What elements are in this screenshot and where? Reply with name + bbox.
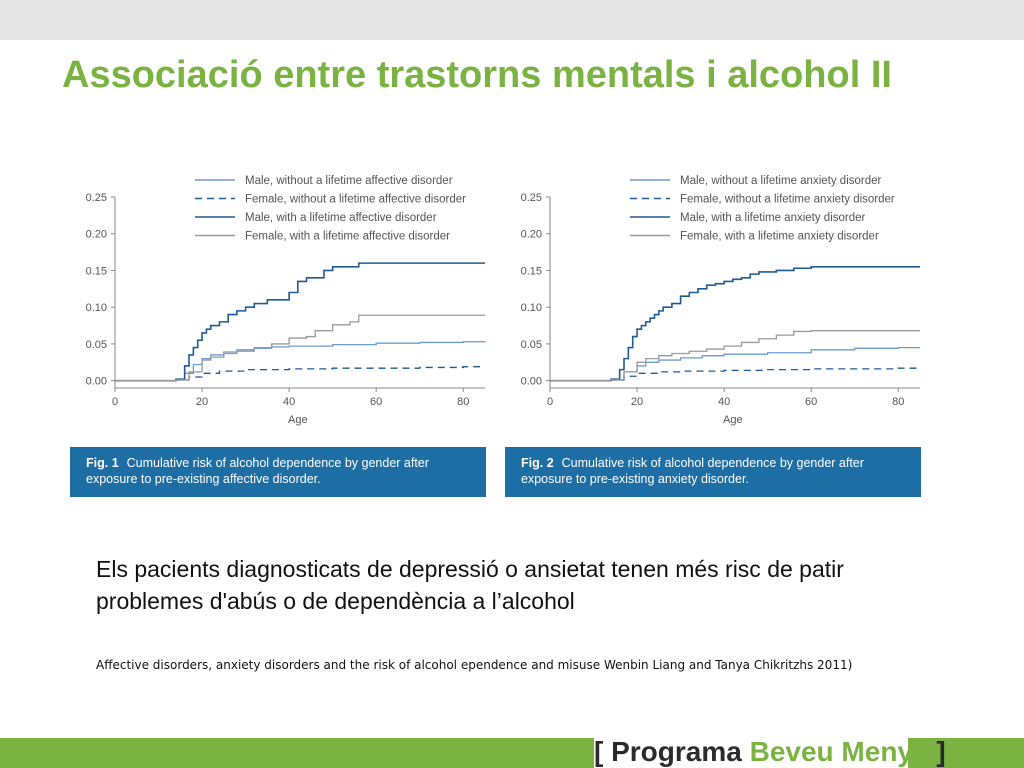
legend-label-1: Male, without a lifetime affective disor… bbox=[245, 175, 453, 187]
brand-logo: [ Programa Beveu Menys ] bbox=[594, 736, 946, 768]
slide-title: Associació entre trastorns mentals i alc… bbox=[62, 54, 892, 96]
y-tick-label: 0.25 bbox=[521, 192, 542, 204]
legend-label-1: Male, without a lifetime anxiety disorde… bbox=[680, 175, 882, 187]
chart-svg-anxiety: 0.00 0.05 0.10 0.15 0.20 0.25 0 20 40 60 80 Age Male… bbox=[521, 175, 920, 426]
legend-label-3: Male, with a lifetime anxiety disorder bbox=[680, 212, 866, 224]
x-tick-label: 20 bbox=[631, 396, 643, 408]
legend-label-2: Female, without a lifetime affective dis… bbox=[245, 194, 466, 206]
legend-label-4: Female, with a lifetime anxiety disorder bbox=[680, 231, 879, 243]
legend-label-4: Female, with a lifetime affective disord… bbox=[245, 231, 450, 243]
y-tick-label: 0.25 bbox=[86, 192, 107, 204]
x-tick-label: 80 bbox=[457, 396, 469, 408]
figure-2-caption: Fig. 2 Cumulative risk of alcohol depende… bbox=[505, 447, 921, 497]
x-axis-label: Age bbox=[288, 414, 308, 426]
citation: Affective disorders, anxiety disorders a… bbox=[96, 658, 853, 672]
legend-label-3: Male, with a lifetime affective disorder bbox=[245, 212, 437, 224]
y-tick-label: 0.15 bbox=[521, 265, 542, 277]
series-line-2 bbox=[550, 367, 920, 382]
y-tick-label: 0.15 bbox=[86, 265, 107, 277]
series-line-1 bbox=[115, 340, 486, 382]
legend-label-2: Female, without a lifetime anxiety disor… bbox=[680, 194, 895, 206]
y-tick-label: 0.20 bbox=[86, 229, 107, 241]
figure-1-label: Fig. 1 bbox=[86, 456, 119, 470]
brand-word-programa: Programa bbox=[611, 736, 750, 767]
series-line-4 bbox=[115, 314, 485, 382]
chart-svg-affective: 0.00 0.05 0.10 0.15 0.20 0.25 0 20 40 60 80 Age Male… bbox=[86, 175, 486, 426]
y-tick-label: 0.00 bbox=[521, 376, 542, 388]
top-band bbox=[0, 0, 1024, 40]
series-line-1 bbox=[550, 346, 920, 382]
x-tick-label: 40 bbox=[718, 396, 730, 408]
y-tick-label: 0.00 bbox=[86, 376, 107, 388]
figure-1-caption: Fig. 1 Cumulative risk of alcohol depende… bbox=[70, 447, 486, 497]
x-tick-label: 40 bbox=[283, 396, 295, 408]
x-tick-label: 0 bbox=[547, 396, 553, 408]
figure-2-label: Fig. 2 bbox=[521, 456, 554, 470]
y-tick-label: 0.10 bbox=[521, 302, 542, 314]
brand-bracket-open: [ bbox=[594, 736, 612, 767]
brand-word-beveu-menys: Beveu Menys bbox=[749, 736, 929, 767]
y-tick-label: 0.05 bbox=[86, 339, 107, 351]
series-line-3 bbox=[550, 265, 920, 382]
x-tick-label: 20 bbox=[196, 396, 208, 408]
x-tick-label: 60 bbox=[370, 396, 382, 408]
x-tick-label: 0 bbox=[112, 396, 118, 408]
y-tick-label: 0.10 bbox=[86, 302, 107, 314]
series-line-4 bbox=[550, 330, 920, 382]
series-line-3 bbox=[115, 262, 485, 382]
brand-bracket-close: ] bbox=[928, 736, 946, 767]
chart-affective-disorder: 0.00 0.05 0.10 0.15 0.20 0.25 0 20 40 60 80 Age Male… bbox=[70, 170, 490, 440]
series-line-2 bbox=[115, 366, 485, 382]
y-tick-label: 0.05 bbox=[521, 339, 542, 351]
x-tick-label: 60 bbox=[805, 396, 817, 408]
chart-anxiety-disorder: 0.00 0.05 0.10 0.15 0.20 0.25 0 20 40 60 80 Age Male… bbox=[505, 170, 925, 440]
figure-2-caption-text: Cumulative risk of alcohol dependence by… bbox=[521, 456, 864, 486]
y-tick-label: 0.20 bbox=[521, 229, 542, 241]
x-tick-label: 80 bbox=[892, 396, 904, 408]
figure-1-caption-text: Cumulative risk of alcohol dependence by… bbox=[86, 456, 429, 486]
x-axis-label: Age bbox=[723, 414, 743, 426]
slide-body-text: Els pacients diagnosticats de depressió … bbox=[96, 556, 844, 614]
